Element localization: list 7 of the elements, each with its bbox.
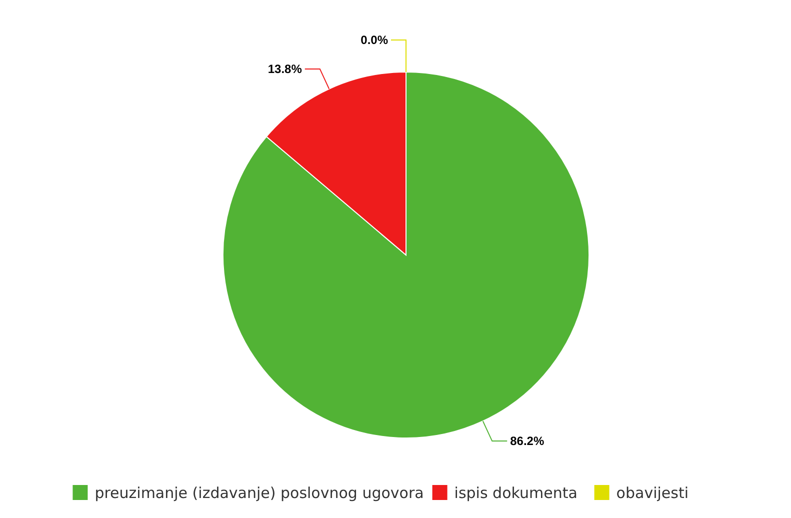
legend-label: preuzimanje (izdavanje) poslovnog ugovora — [94, 484, 424, 502]
legend-label: ispis dokumenta — [454, 484, 578, 502]
text: 0.0% — [360, 33, 388, 47]
pie-slice — [222, 72, 590, 438]
data-label: 13.8% — [268, 62, 302, 76]
data-label: 86.2% — [510, 434, 544, 448]
legend-label: obavijesti — [616, 484, 689, 502]
